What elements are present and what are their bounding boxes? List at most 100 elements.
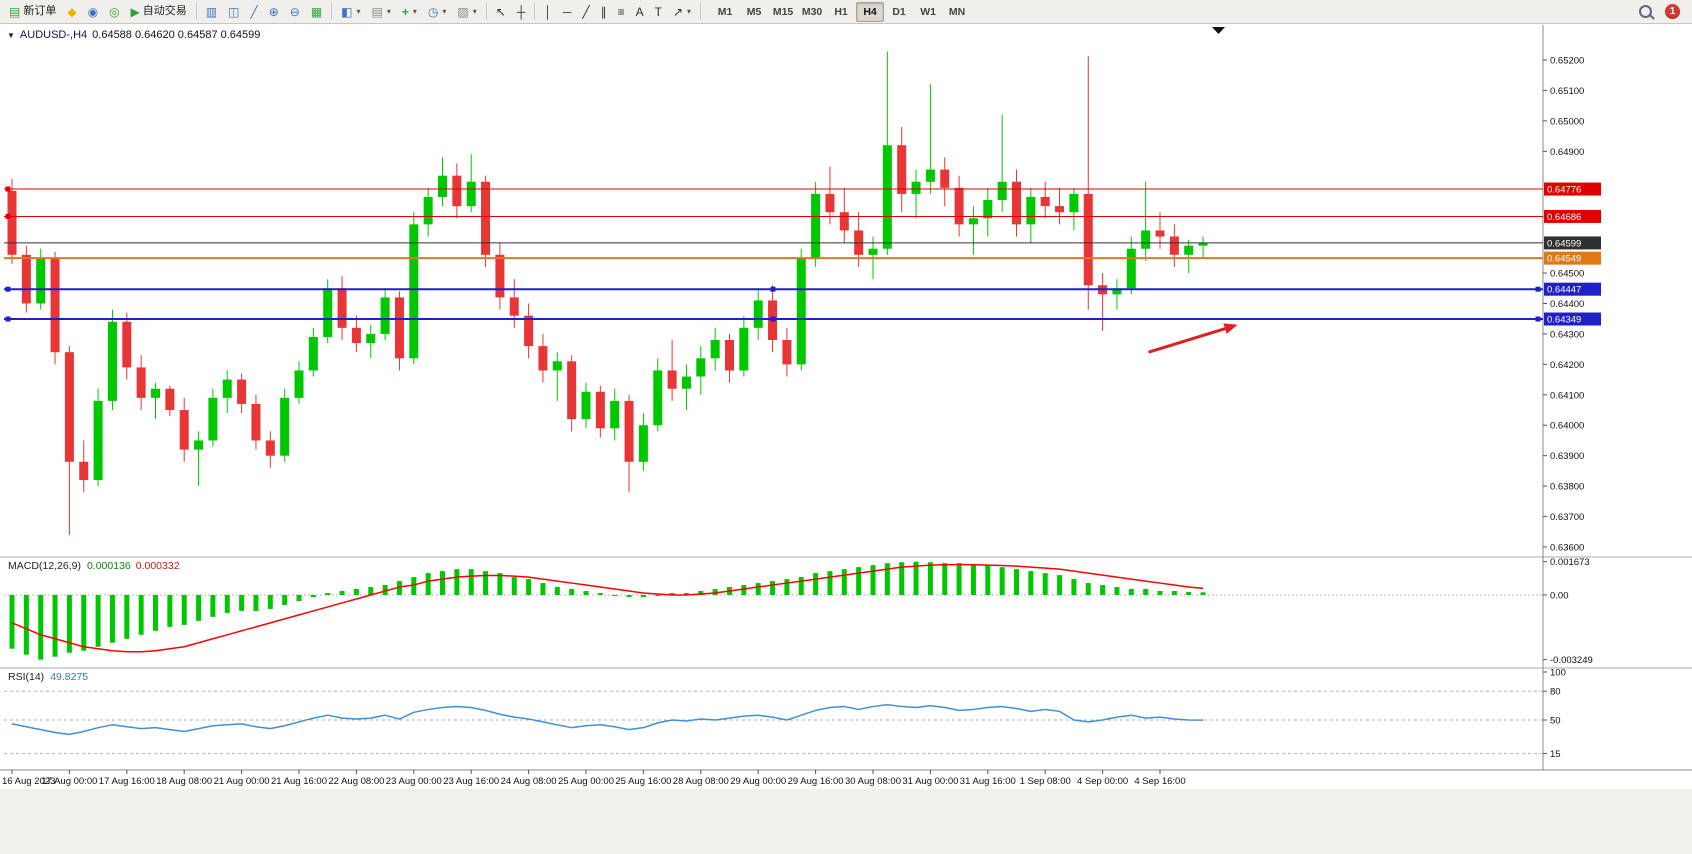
dropdown-arrow-icon: ▾: [687, 7, 692, 16]
candlestick-series: [7, 51, 1208, 535]
macd-value-signal: 0.000332: [135, 560, 180, 572]
zoom-out-button[interactable]: ⊖: [285, 2, 305, 22]
templates-button[interactable]: ▨ ▾: [452, 2, 481, 22]
svg-text:0.64549: 0.64549: [1547, 254, 1581, 265]
svg-text:17 Aug 16:00: 17 Aug 16:00: [99, 776, 155, 787]
horizontal-line-button[interactable]: ─: [558, 2, 577, 22]
text-button[interactable]: A: [631, 2, 649, 22]
dropdown-arrow-icon: ▾: [442, 7, 447, 16]
svg-text:0.64447: 0.64447: [1547, 285, 1581, 296]
svg-text:18 Aug 08:00: 18 Aug 08:00: [156, 776, 212, 787]
auto-trading-button[interactable]: ▶ 自动交易: [126, 2, 192, 22]
svg-text:29 Aug 16:00: 29 Aug 16:00: [788, 776, 844, 787]
search-button[interactable]: [1634, 2, 1657, 22]
zoom-in-icon: ⊕: [268, 4, 279, 19]
svg-text:-0.003249: -0.003249: [1550, 655, 1593, 666]
line-chart-icon: ╱: [250, 4, 258, 19]
svg-text:1 Sep 08:00: 1 Sep 08:00: [1020, 776, 1071, 787]
svg-text:80: 80: [1550, 687, 1561, 698]
navigator-button[interactable]: ◎: [104, 2, 124, 22]
toolbar-separator: [534, 3, 536, 20]
timeframe-button-w1[interactable]: W1: [914, 2, 942, 22]
profiles-icon: ▤: [371, 4, 383, 19]
profiles-button[interactable]: ▤ ▾: [367, 2, 396, 22]
vertical-line-button[interactable]: │: [539, 2, 557, 22]
crosshair-icon: ┼: [516, 4, 526, 19]
svg-text:23 Aug 16:00: 23 Aug 16:00: [443, 776, 499, 787]
svg-text:0.64776: 0.64776: [1547, 185, 1581, 196]
annotation-arrow[interactable]: [1148, 323, 1238, 354]
new-order-icon: ▤: [9, 4, 21, 19]
market-watch-button[interactable]: ◉: [83, 2, 103, 22]
zoom-in-button[interactable]: ⊕: [264, 2, 284, 22]
channel-icon: ∥: [600, 4, 607, 19]
timeframe-button-mn[interactable]: MN: [943, 2, 971, 22]
periods-icon: ◷: [427, 4, 439, 19]
fibonacci-icon: ≡: [617, 4, 625, 19]
chart-symbol-period: AUDUSD-,H4: [19, 29, 88, 41]
macd-title-text: MACD(12,26,9): [8, 560, 81, 572]
svg-text:28 Aug 08:00: 28 Aug 08:00: [673, 776, 729, 787]
tile-windows-icon: ▦: [310, 4, 323, 19]
text-label-button[interactable]: T: [650, 2, 667, 22]
main-toolbar: ▤ 新订单 ◆ ◉ ◎ ▶ 自动交易 ▥ ◫ ╱ ⊕ ⊖ ▦ ◧ ▾ ▤ ▾ +: [0, 0, 1692, 24]
price-axis[interactable]: 0.65200 0.65100 0.65000 0.64900 0.64500 0.644…: [1543, 56, 1601, 554]
tile-windows-button[interactable]: ▦: [306, 2, 327, 22]
new-order-button[interactable]: ▤ 新订单: [4, 2, 61, 22]
svg-text:0.001673: 0.001673: [1550, 557, 1590, 568]
periods-button[interactable]: ◷ ▾: [423, 2, 452, 22]
svg-text:0.65000: 0.65000: [1550, 116, 1584, 127]
chart-menu-icon[interactable]: ▼: [7, 30, 15, 40]
timeframe-button-d1[interactable]: D1: [885, 2, 913, 22]
candlestick-chart-button[interactable]: ◫: [223, 2, 244, 22]
timeframe-button-h4[interactable]: H4: [856, 1, 885, 22]
svg-text:0.64000: 0.64000: [1550, 421, 1584, 432]
line-chart-button[interactable]: ╱: [245, 2, 262, 22]
svg-text:0.64349: 0.64349: [1547, 315, 1581, 326]
timeframe-toolbar: M1 M5 M15 M30 H1 H4 D1 W1 MN: [711, 1, 971, 22]
crosshair-button[interactable]: ┼: [512, 2, 531, 22]
svg-text:0.64900: 0.64900: [1550, 147, 1584, 158]
timeframe-button-m15[interactable]: M15: [769, 2, 797, 22]
timeframe-button-m1[interactable]: M1: [711, 2, 739, 22]
templates-icon: ▨: [457, 4, 469, 19]
arrows-button[interactable]: ↗ ▾: [668, 2, 696, 22]
svg-text:16 Aug 2023: 16 Aug 2023: [2, 776, 55, 787]
svg-text:23 Aug 00:00: 23 Aug 00:00: [386, 776, 442, 787]
metaeditor-button[interactable]: ◆: [62, 2, 81, 22]
bar-chart-icon: ▥: [205, 4, 218, 19]
toolbar-separator: [700, 3, 702, 20]
navigator-icon: ◎: [109, 4, 120, 19]
timeframe-button-m30[interactable]: M30: [798, 2, 826, 22]
indicators-button[interactable]: + ▾: [397, 2, 422, 22]
cursor-icon: ↖: [495, 4, 506, 19]
svg-text:25 Aug 00:00: 25 Aug 00:00: [558, 776, 614, 787]
timeframe-button-m5[interactable]: M5: [740, 2, 768, 22]
svg-text:0.64300: 0.64300: [1550, 329, 1584, 340]
svg-text:22 Aug 08:00: 22 Aug 08:00: [328, 776, 384, 787]
toolbar-separator: [195, 3, 197, 20]
cursor-button[interactable]: ↖: [491, 2, 511, 22]
notification-badge[interactable]: 1: [1665, 4, 1680, 19]
toolbar-separator: [331, 3, 333, 20]
candlestick-chart-icon: ◫: [228, 4, 240, 19]
trendline-button[interactable]: ╱: [577, 2, 594, 22]
channel-button[interactable]: ∥: [596, 2, 612, 22]
search-icon: [1639, 5, 1652, 18]
bar-chart-button[interactable]: ▥: [201, 2, 222, 22]
svg-text:17 Aug 00:00: 17 Aug 00:00: [41, 776, 97, 787]
svg-text:0.64686: 0.64686: [1547, 212, 1581, 223]
horizontal-line-objects[interactable]: [4, 186, 1543, 322]
svg-text:15: 15: [1550, 749, 1561, 760]
fibonacci-button[interactable]: ≡: [613, 2, 630, 22]
svg-text:4 Sep 16:00: 4 Sep 16:00: [1134, 776, 1185, 787]
rsi-line: [11, 703, 1204, 736]
auto-trading-label: 自动交易: [142, 5, 187, 17]
chart-canvas[interactable]: 0.65200 0.65100 0.65000 0.64900 0.64500 0.644…: [0, 24, 1692, 854]
timeframe-button-h1[interactable]: H1: [827, 2, 855, 22]
new-chart-button[interactable]: ◧ ▾: [336, 2, 365, 22]
rsi-value: 49.8275: [50, 671, 89, 683]
svg-text:0.64500: 0.64500: [1550, 269, 1584, 280]
